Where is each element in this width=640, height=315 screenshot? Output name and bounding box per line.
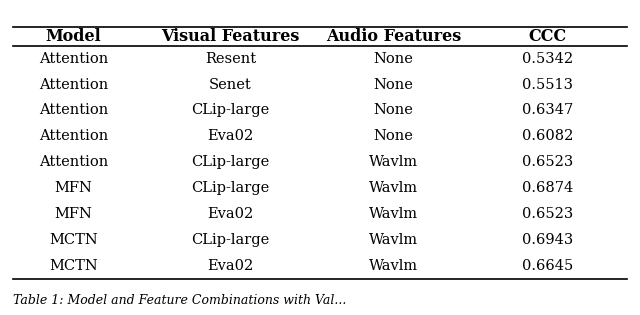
- Text: Attention: Attention: [39, 129, 108, 143]
- Text: Attention: Attention: [39, 155, 108, 169]
- Text: Attention: Attention: [39, 77, 108, 92]
- Text: Eva02: Eva02: [207, 129, 253, 143]
- Text: CLip-large: CLip-large: [191, 155, 269, 169]
- Text: None: None: [374, 52, 413, 66]
- Text: 0.6523: 0.6523: [522, 155, 573, 169]
- Text: Wavlm: Wavlm: [369, 181, 418, 195]
- Text: Wavlm: Wavlm: [369, 259, 418, 273]
- Text: MCTN: MCTN: [49, 259, 98, 273]
- Text: Attention: Attention: [39, 103, 108, 117]
- Text: Attention: Attention: [39, 52, 108, 66]
- Text: Senet: Senet: [209, 77, 252, 92]
- Text: Audio Features: Audio Features: [326, 28, 461, 45]
- Text: Model: Model: [46, 28, 101, 45]
- Text: Eva02: Eva02: [207, 259, 253, 273]
- Text: MFN: MFN: [54, 207, 93, 221]
- Text: CLip-large: CLip-large: [191, 103, 269, 117]
- Text: 0.6874: 0.6874: [522, 181, 573, 195]
- Text: 0.6943: 0.6943: [522, 233, 573, 247]
- Text: 0.5513: 0.5513: [522, 77, 573, 92]
- Text: Resent: Resent: [205, 52, 256, 66]
- Text: MFN: MFN: [54, 181, 93, 195]
- Text: 0.6082: 0.6082: [522, 129, 573, 143]
- Text: Wavlm: Wavlm: [369, 233, 418, 247]
- Text: 0.6645: 0.6645: [522, 259, 573, 273]
- Text: None: None: [374, 77, 413, 92]
- Text: Eva02: Eva02: [207, 207, 253, 221]
- Text: Table 1: Model and Feature Combinations with Val...: Table 1: Model and Feature Combinations …: [13, 294, 346, 307]
- Text: None: None: [374, 103, 413, 117]
- Text: CLip-large: CLip-large: [191, 181, 269, 195]
- Text: 0.6523: 0.6523: [522, 207, 573, 221]
- Text: MCTN: MCTN: [49, 233, 98, 247]
- Text: Wavlm: Wavlm: [369, 155, 418, 169]
- Text: CLip-large: CLip-large: [191, 233, 269, 247]
- Text: 0.5342: 0.5342: [522, 52, 573, 66]
- Text: None: None: [374, 129, 413, 143]
- Text: Visual Features: Visual Features: [161, 28, 300, 45]
- Text: Wavlm: Wavlm: [369, 207, 418, 221]
- Text: CCC: CCC: [528, 28, 566, 45]
- Text: 0.6347: 0.6347: [522, 103, 573, 117]
